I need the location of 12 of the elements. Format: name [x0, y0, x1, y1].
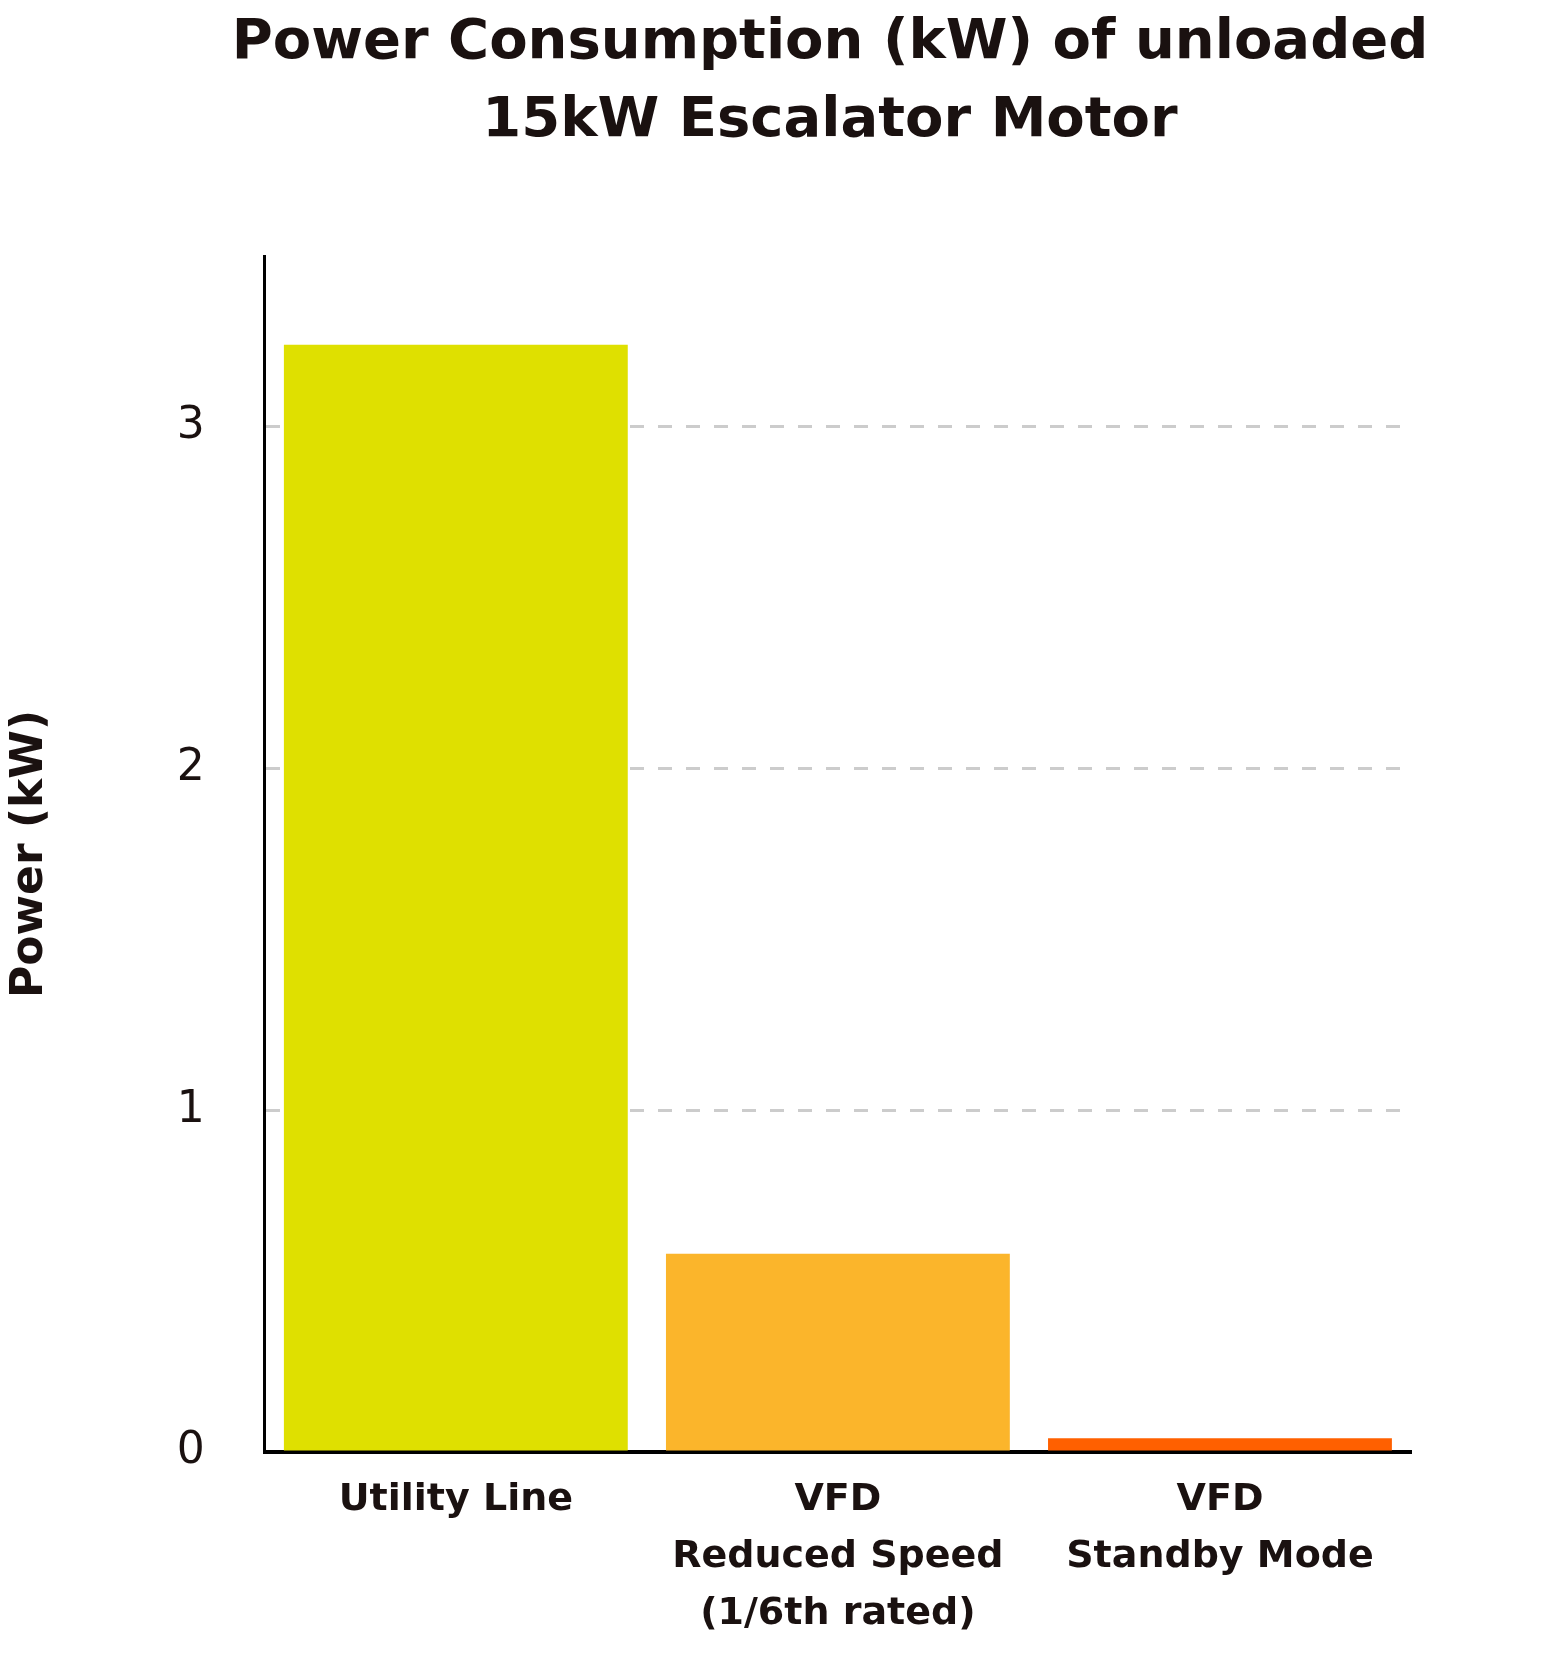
bar [1048, 1438, 1392, 1451]
y-tick-label: 0 [176, 1422, 205, 1474]
x-tick-label: Utility Line [338, 1475, 573, 1520]
x-tick-label: VFD Reduced Speed (1/6th rated) [672, 1475, 1004, 1634]
y-axis-title: Power (kW) [0, 710, 52, 998]
chart-title: Power Consumption (kW) of unloaded 15kW Escalator Motor [230, 5, 1430, 151]
x-tick-label: VFD Standby Mode [1066, 1475, 1374, 1577]
bar [665, 1253, 1010, 1451]
y-tick-label: 3 [176, 397, 205, 449]
y-tick-label: 2 [176, 739, 205, 791]
y-tick-label: 1 [176, 1080, 205, 1132]
bar [283, 344, 628, 1451]
